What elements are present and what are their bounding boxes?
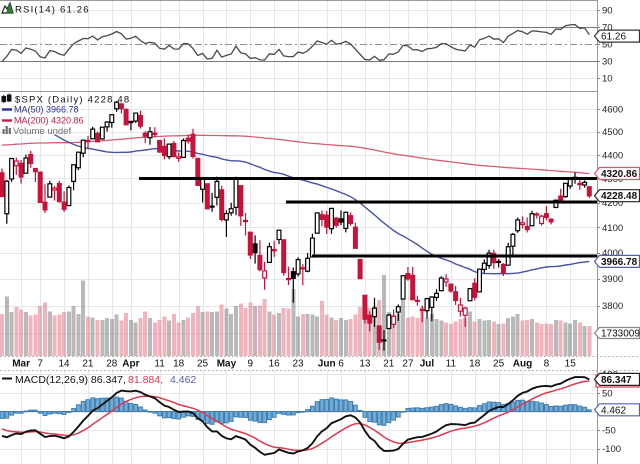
svg-text:50: 50 [602, 40, 613, 51]
svg-text:16: 16 [269, 359, 281, 370]
svg-text:MA(200) 4320.86: MA(200) 4320.86 [14, 116, 84, 126]
svg-text:4228.48: 4228.48 [601, 191, 638, 202]
svg-text:30: 30 [602, 57, 613, 68]
svg-text:11: 11 [446, 359, 457, 370]
svg-text:28: 28 [106, 359, 118, 370]
svg-text:Jun: Jun [318, 359, 336, 370]
svg-text:3966.78: 3966.78 [601, 257, 638, 268]
svg-text:14: 14 [59, 359, 71, 370]
svg-text:Jul: Jul [420, 359, 435, 370]
svg-text:3900: 3900 [602, 274, 623, 285]
svg-text:4600: 4600 [602, 105, 623, 116]
svg-text:61.26: 61.26 [601, 32, 626, 43]
svg-text:81.884,: 81.884, [128, 374, 163, 386]
svg-text:15: 15 [565, 359, 577, 370]
svg-text:4500: 4500 [602, 127, 623, 138]
svg-text:4000: 4000 [602, 248, 623, 259]
svg-text:18: 18 [173, 359, 185, 370]
svg-text:17330094: 17330094 [601, 329, 640, 340]
svg-text:18: 18 [469, 359, 481, 370]
svg-text:23: 23 [292, 359, 304, 370]
svg-text:4320.86: 4320.86 [601, 169, 638, 180]
svg-text:4.462: 4.462 [601, 405, 626, 416]
svg-text:Mar: Mar [12, 359, 30, 370]
svg-text:MA(50) 3966.78: MA(50) 3966.78 [14, 105, 79, 115]
svg-text:86.347: 86.347 [601, 375, 632, 386]
svg-text:4.462: 4.462 [170, 374, 196, 386]
svg-text:21: 21 [383, 359, 395, 370]
svg-text:4400: 4400 [602, 150, 623, 161]
svg-text:10: 10 [602, 74, 613, 85]
svg-text:RSI(14) 61.26: RSI(14) 61.26 [15, 5, 90, 16]
svg-text:-100: -100 [602, 444, 621, 455]
svg-text:7: 7 [37, 359, 43, 370]
svg-text:13: 13 [359, 359, 371, 370]
svg-text:Apr: Apr [122, 359, 139, 370]
svg-text:21: 21 [82, 359, 94, 370]
svg-text:90: 90 [602, 6, 613, 17]
svg-text:8: 8 [544, 359, 550, 370]
svg-text:$SPX (Daily) 4228.48: $SPX (Daily) 4228.48 [15, 95, 130, 106]
svg-text:50: 50 [602, 388, 613, 399]
svg-text:Volume undef: Volume undef [13, 126, 71, 137]
svg-text:May: May [217, 359, 237, 370]
svg-text:MACD(12,26,9) 86.347,: MACD(12,26,9) 86.347, [15, 374, 126, 386]
svg-text:9: 9 [248, 359, 254, 370]
svg-text:3800: 3800 [602, 301, 623, 312]
svg-text:25: 25 [197, 359, 209, 370]
svg-text:6: 6 [338, 359, 344, 370]
svg-text:4100: 4100 [602, 223, 623, 234]
svg-text:27: 27 [402, 359, 414, 370]
svg-text:70: 70 [602, 23, 613, 34]
svg-text:Aug: Aug [513, 359, 532, 370]
svg-text:4200: 4200 [602, 198, 623, 209]
svg-text:-50: -50 [602, 426, 616, 437]
svg-text:11: 11 [154, 359, 165, 370]
svg-text:25: 25 [493, 359, 505, 370]
